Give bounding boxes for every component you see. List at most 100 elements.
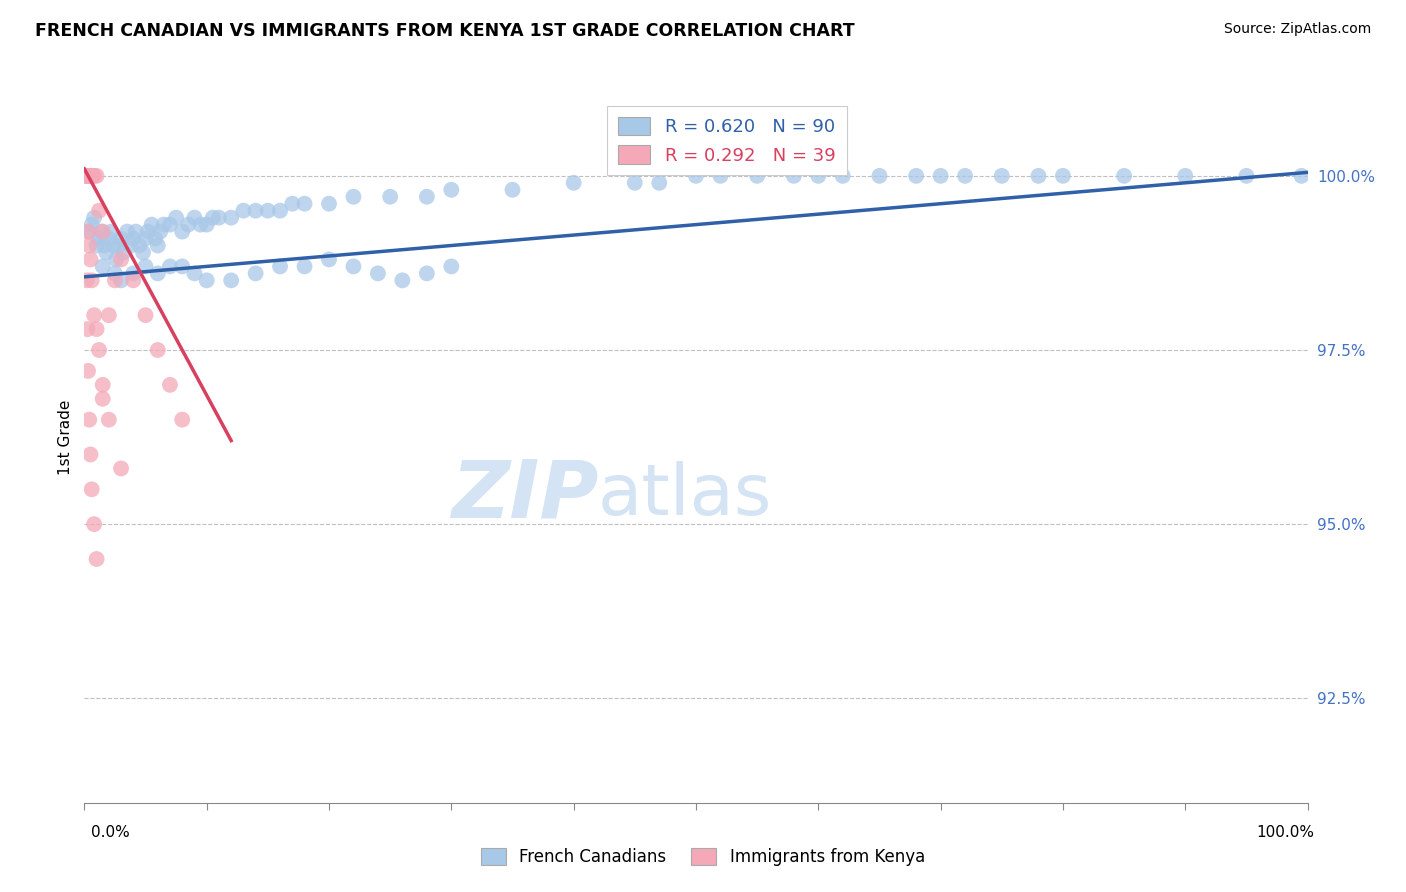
Point xyxy=(104,266,127,280)
Point xyxy=(90,225,112,239)
Point xyxy=(219,211,242,225)
Point xyxy=(75,169,97,183)
Point xyxy=(991,169,1014,183)
Point xyxy=(128,238,150,252)
Point xyxy=(294,196,316,211)
Point xyxy=(294,260,316,274)
Point xyxy=(1028,169,1050,183)
Point xyxy=(80,169,103,183)
Point xyxy=(183,211,205,225)
Point xyxy=(342,190,364,204)
Point xyxy=(77,225,100,239)
Point xyxy=(112,245,135,260)
Legend: R = 0.620   N = 90, R = 0.292   N = 39: R = 0.620 N = 90, R = 0.292 N = 39 xyxy=(607,106,846,176)
Point xyxy=(83,308,105,322)
Point xyxy=(648,176,671,190)
Point xyxy=(201,211,224,225)
Point xyxy=(624,176,647,190)
Point xyxy=(87,203,110,218)
Text: ZIP: ZIP xyxy=(451,457,598,534)
Point xyxy=(318,196,340,211)
Point xyxy=(105,252,128,267)
Point xyxy=(709,169,731,183)
Point xyxy=(172,225,194,239)
Point xyxy=(367,266,389,280)
Point xyxy=(115,225,138,239)
Y-axis label: 1st Grade: 1st Grade xyxy=(58,400,73,475)
Point xyxy=(245,266,267,280)
Point xyxy=(107,238,129,252)
Point xyxy=(1291,169,1313,183)
Point xyxy=(104,273,127,287)
Point xyxy=(125,225,148,239)
Point xyxy=(562,176,585,190)
Text: 0.0%: 0.0% xyxy=(91,825,131,840)
Point xyxy=(141,218,163,232)
Point xyxy=(86,169,108,183)
Point xyxy=(97,412,120,426)
Point xyxy=(342,260,364,274)
Point xyxy=(103,238,125,252)
Point xyxy=(219,273,242,287)
Point xyxy=(685,169,707,183)
Point xyxy=(83,517,105,532)
Point xyxy=(149,225,172,239)
Point xyxy=(122,273,145,287)
Point xyxy=(269,203,291,218)
Point xyxy=(82,169,104,183)
Text: Source: ZipAtlas.com: Source: ZipAtlas.com xyxy=(1223,22,1371,37)
Point xyxy=(416,190,439,204)
Point xyxy=(79,448,101,462)
Point xyxy=(110,461,132,475)
Text: 100.0%: 100.0% xyxy=(1257,825,1315,840)
Point xyxy=(77,169,100,183)
Point xyxy=(195,273,218,287)
Point xyxy=(87,343,110,357)
Point xyxy=(97,308,120,322)
Point xyxy=(318,252,340,267)
Point xyxy=(91,377,114,392)
Point xyxy=(245,203,267,218)
Point xyxy=(172,412,194,426)
Point xyxy=(869,169,891,183)
Point xyxy=(159,260,181,274)
Point xyxy=(79,252,101,267)
Point xyxy=(83,211,105,225)
Point xyxy=(146,343,169,357)
Point xyxy=(165,211,187,225)
Point xyxy=(97,231,120,245)
Point xyxy=(183,266,205,280)
Point xyxy=(110,231,132,245)
Point xyxy=(93,238,115,252)
Point xyxy=(76,169,98,183)
Point xyxy=(77,225,100,239)
Point xyxy=(110,273,132,287)
Point xyxy=(91,392,114,406)
Point xyxy=(208,211,231,225)
Point xyxy=(232,203,254,218)
Point xyxy=(96,245,118,260)
Point xyxy=(77,412,100,426)
Point xyxy=(86,552,108,566)
Point xyxy=(159,377,181,392)
Point xyxy=(77,364,100,378)
Point xyxy=(831,169,853,183)
Point xyxy=(159,218,181,232)
Point xyxy=(807,169,830,183)
Point xyxy=(86,322,108,336)
Point xyxy=(132,245,155,260)
Point xyxy=(502,183,524,197)
Point xyxy=(75,169,97,183)
Point xyxy=(1114,169,1136,183)
Point xyxy=(172,260,194,274)
Point xyxy=(80,273,103,287)
Point xyxy=(281,196,304,211)
Point xyxy=(190,218,212,232)
Point xyxy=(747,169,769,183)
Point xyxy=(136,225,159,239)
Point xyxy=(86,238,108,252)
Point xyxy=(77,238,100,252)
Point xyxy=(953,169,976,183)
Point xyxy=(783,169,806,183)
Point xyxy=(391,273,413,287)
